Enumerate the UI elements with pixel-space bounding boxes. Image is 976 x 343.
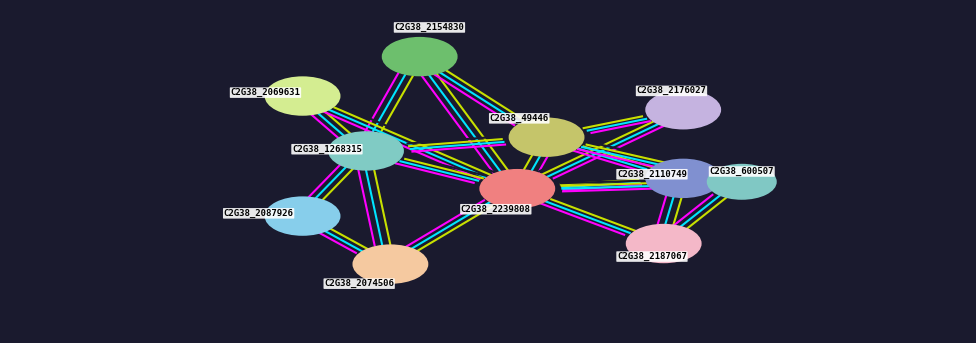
Ellipse shape: [329, 132, 403, 170]
Text: C2G38_2069631: C2G38_2069631: [230, 88, 301, 97]
Text: C2G38_2239808: C2G38_2239808: [461, 205, 531, 214]
Ellipse shape: [708, 165, 776, 199]
Ellipse shape: [353, 245, 427, 283]
Text: C2G38_600507: C2G38_600507: [710, 167, 774, 176]
Text: C2G38_2074506: C2G38_2074506: [324, 279, 394, 288]
Text: C2G38_2187067: C2G38_2187067: [617, 252, 687, 261]
Text: C2G38_2154830: C2G38_2154830: [394, 23, 465, 32]
Text: C2G38_2087926: C2G38_2087926: [224, 209, 294, 218]
Ellipse shape: [383, 38, 457, 75]
Ellipse shape: [627, 225, 701, 262]
Ellipse shape: [509, 118, 584, 156]
Text: C2G38_2176027: C2G38_2176027: [636, 86, 707, 95]
Text: C2G38_2110749: C2G38_2110749: [617, 170, 687, 179]
Ellipse shape: [265, 77, 340, 115]
Text: C2G38_1268315: C2G38_1268315: [292, 145, 362, 154]
Ellipse shape: [646, 159, 720, 197]
Text: C2G38_49446: C2G38_49446: [490, 114, 549, 123]
Ellipse shape: [480, 170, 554, 208]
Ellipse shape: [265, 197, 340, 235]
Ellipse shape: [646, 91, 720, 129]
